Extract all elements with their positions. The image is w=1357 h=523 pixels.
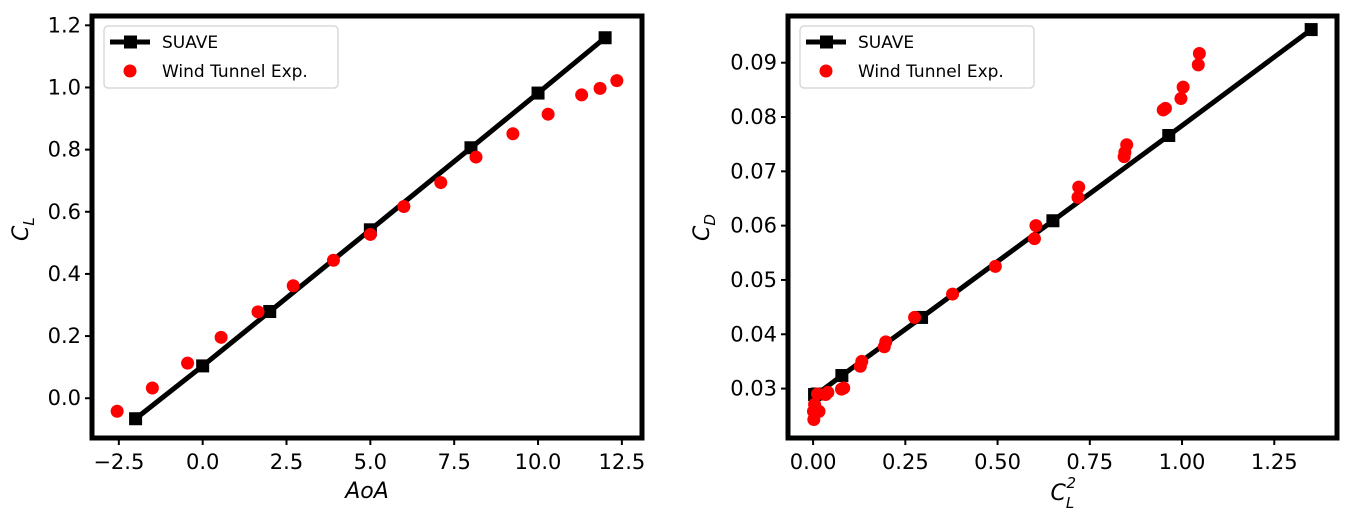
wind-tunnel-point <box>110 404 124 418</box>
right-chart-panel: 0.00 0.25 0.50 0.75 1.00 1.25 0.03 0.04 0.05 0.06… <box>690 13 1340 512</box>
y-tick-label: 0.0 <box>48 386 81 410</box>
legend-label-suave: SUAVE <box>858 33 914 53</box>
y-tick-label: 0.08 <box>730 105 777 129</box>
x-axis-label: AoA <box>343 479 389 504</box>
plot-frame <box>785 13 1340 441</box>
wind-tunnel-point <box>610 74 624 88</box>
x-tick-label: 7.5 <box>437 450 470 474</box>
wind-tunnel-point <box>214 330 228 344</box>
y-tick-label: 0.6 <box>48 200 81 224</box>
wind-tunnel-point <box>1027 232 1041 246</box>
wind-tunnel-point <box>575 88 589 102</box>
suave-marker <box>1304 23 1318 37</box>
legend-circle-swatch <box>819 64 833 78</box>
legend-square-swatch <box>820 35 833 49</box>
x-tick-label: 0.50 <box>974 450 1021 474</box>
x-tick-label: 0.75 <box>1066 450 1113 474</box>
wind-tunnel-point <box>1192 46 1206 60</box>
x-tick-label: 5.0 <box>354 450 387 474</box>
suave-marker <box>129 412 143 426</box>
x-tick-label: 0.00 <box>790 450 837 474</box>
x-tick-label: −2.5 <box>93 450 144 474</box>
left-chart-panel: −2.5 0.0 2.5 5.0 7.5 10.0 12.5 0.0 0.2 0.4 0.6 0.8 1… <box>9 13 645 504</box>
y-tick-label: 0.06 <box>730 214 777 238</box>
y-tick-label: 0.09 <box>730 51 777 75</box>
legend-label-suave: SUAVE <box>162 33 218 53</box>
wind-tunnel-point <box>434 176 448 190</box>
wind-tunnel-point <box>908 310 922 324</box>
wind-tunnel-point <box>946 287 960 301</box>
wind-tunnel-point <box>821 385 835 399</box>
wind-tunnel-point <box>397 199 411 213</box>
wind-tunnel-point <box>1072 180 1086 194</box>
wind-tunnel-point <box>1071 190 1085 204</box>
y-tick-label: 0.04 <box>730 322 777 346</box>
x-tick-label: 0.0 <box>186 450 219 474</box>
wind-tunnel-point <box>1158 101 1172 115</box>
wind-tunnel-point <box>879 335 893 349</box>
wind-tunnel-point <box>837 381 851 395</box>
wind-tunnel-point <box>363 227 377 241</box>
y-tick-label: 0.05 <box>730 268 777 292</box>
x-tick-label: 1.00 <box>1159 450 1206 474</box>
wind-tunnel-point <box>1176 80 1190 94</box>
x-tick-label: 0.25 <box>882 450 929 474</box>
suave-marker <box>263 305 277 319</box>
y-tick-label: 1.0 <box>48 75 81 99</box>
wind-tunnel-point <box>988 259 1002 273</box>
legend-label-wind-tunnel: Wind Tunnel Exp. <box>858 62 1004 82</box>
legend-square-swatch <box>124 35 137 49</box>
plot-frame <box>89 13 645 441</box>
wind-tunnel-point <box>1174 92 1188 106</box>
suave-marker <box>196 359 210 373</box>
y-tick-label: 0.03 <box>730 377 777 401</box>
y-tick-label: 0.07 <box>730 159 777 183</box>
wind-tunnel-point <box>593 81 607 95</box>
wind-tunnel-point <box>541 107 555 121</box>
legend-circle-swatch <box>123 64 137 78</box>
wind-tunnel-point <box>1120 138 1134 152</box>
wind-tunnel-point <box>1029 219 1043 233</box>
suave-marker <box>531 86 545 100</box>
legend-box <box>103 25 339 89</box>
wind-tunnel-point <box>469 150 483 164</box>
suave-marker <box>598 31 612 45</box>
wind-tunnel-point <box>855 354 869 368</box>
suave-marker <box>835 369 849 383</box>
wind-tunnel-point <box>1191 58 1205 72</box>
legend-box <box>799 25 1035 89</box>
y-tick-label: 0.4 <box>48 262 81 286</box>
wind-tunnel-point <box>145 381 159 395</box>
x-tick-label: 1.25 <box>1251 450 1298 474</box>
suave-marker <box>1162 128 1176 142</box>
x-tick-label: 12.5 <box>598 450 645 474</box>
x-tick-label: 2.5 <box>270 450 303 474</box>
wind-tunnel-point <box>812 404 826 418</box>
y-axis-label: CD <box>690 214 719 241</box>
y-tick-label: 1.2 <box>48 13 81 37</box>
y-tick-label: 0.2 <box>48 324 81 348</box>
wind-tunnel-point <box>506 127 520 141</box>
x-tick-label: 10.0 <box>515 450 562 474</box>
legend-label-wind-tunnel: Wind Tunnel Exp. <box>162 62 308 82</box>
y-tick-label: 0.8 <box>48 138 81 162</box>
suave-marker <box>1046 214 1060 228</box>
wind-tunnel-point <box>326 253 340 267</box>
wind-tunnel-point <box>181 356 195 370</box>
x-axis-label: CL <box>1051 481 1075 512</box>
wind-tunnel-point <box>251 305 265 319</box>
x-axis-label-superscript: 2 <box>1067 474 1077 492</box>
y-axis-label: CL <box>9 217 38 241</box>
wind-tunnel-point <box>286 279 300 293</box>
